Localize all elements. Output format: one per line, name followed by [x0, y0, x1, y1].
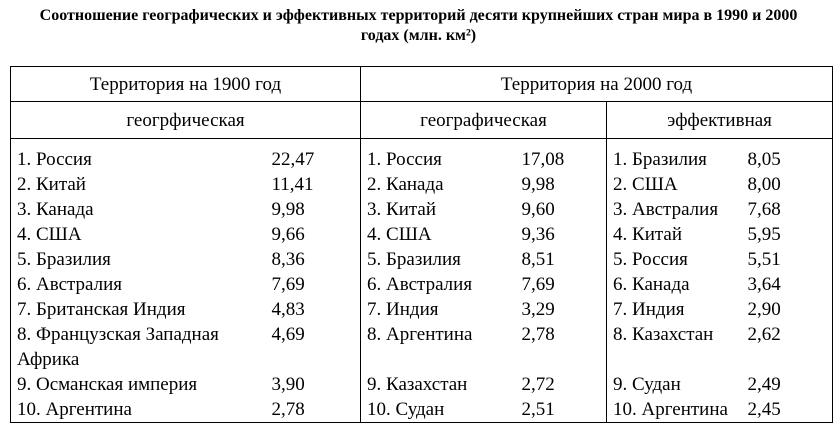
data-row: 2. Китай 11,41 2. Канада 9,98 2. США 8,00: [10, 172, 834, 197]
value-cell: 2,72: [515, 372, 608, 397]
country-cell: 3. Китай: [360, 197, 516, 222]
country-cell: 6. Австралия: [360, 272, 516, 297]
country-cell: 6. Канада: [606, 272, 742, 297]
subgroup-header: географическая: [360, 101, 608, 139]
value-cell: 3,29: [515, 297, 608, 322]
country-cell: 7. Индия: [606, 297, 742, 322]
country-cell: 1. Россия: [10, 138, 266, 172]
subgroup-header: геогрфическая: [9, 101, 362, 139]
value-cell: 8,36: [265, 247, 362, 272]
country-cell: 9. Судан: [606, 372, 742, 397]
value-cell: 7,68: [741, 197, 834, 222]
value-cell: 9,36: [515, 222, 608, 247]
value-cell: 2,62: [741, 322, 834, 372]
value-cell: 4,69: [265, 322, 362, 372]
value-cell: 8,00: [741, 172, 834, 197]
value-cell: 8,51: [515, 247, 608, 272]
value-cell: 9,98: [265, 197, 362, 222]
table-body: Территория на 1900 год Территория на 2000…: [9, 66, 834, 423]
value-cell: 7,69: [265, 272, 362, 297]
value-cell: 22,47: [265, 138, 362, 172]
title: Соотношение географических и эффективных…: [39, 7, 798, 44]
country-cell: 3. Австралия: [606, 197, 742, 222]
value-cell: 17,08: [515, 138, 608, 172]
subheader-row: геогрфическая географическая эффективная: [9, 101, 834, 139]
country-cell: 10. Аргентина: [606, 397, 742, 423]
value-cell: 5,51: [741, 247, 834, 272]
subgroup-header: эффективная: [606, 101, 834, 139]
country-cell: 5. Россия: [606, 247, 742, 272]
value-cell: 2,78: [265, 397, 362, 423]
country-cell: 4. США: [360, 222, 516, 247]
value-cell: 8,05: [741, 138, 834, 172]
value-cell: 2,51: [515, 397, 608, 423]
value-cell: 9,60: [515, 197, 608, 222]
country-cell: 10. Судан: [360, 397, 516, 423]
group-header: Территория на 1900 год: [9, 66, 362, 102]
country-cell: 9. Османская империя: [10, 372, 266, 397]
value-cell: 5,95: [741, 222, 834, 247]
country-cell: 1. Россия: [360, 138, 516, 172]
country-cell: 2. США: [606, 172, 742, 197]
value-cell: 11,41: [265, 172, 362, 197]
country-cell: 4. Китай: [606, 222, 742, 247]
country-cell: 6. Австралия: [10, 272, 266, 297]
value-cell: 3,90: [265, 372, 362, 397]
data-row: 6. Австралия 7,69 6. Австралия 7,69 6. Канад…: [10, 272, 834, 297]
value-cell: 2,90: [741, 297, 834, 322]
value-cell: 7,69: [515, 272, 608, 297]
data-row: 5. Бразилия 8,36 5. Бразилия 8,51 5. Россия 5…: [10, 247, 834, 272]
header-row: Территория на 1900 год Территория на 2000…: [9, 66, 834, 102]
country-cell: 3. Канада: [10, 197, 266, 222]
country-cell: 4. США: [10, 222, 266, 247]
data-row: 7. Британская Индия 4,83 7. Индия 3,29 7. Ин…: [10, 297, 834, 322]
value-cell: 9,66: [265, 222, 362, 247]
country-cell: 2. Канада: [360, 172, 516, 197]
group-header: Территория на 2000 год: [360, 66, 834, 102]
data-row: 4. США 9,66 4. США 9,36 4. Китай 5,95: [10, 222, 834, 247]
table: Территория на 1900 год Территория на 2000…: [9, 66, 834, 423]
value-cell: 4,83: [265, 297, 362, 322]
country-cell: 9. Казахстан: [360, 372, 516, 397]
data-row: 3. Канада 9,98 3. Китай 9,60 3. Австралия 7,6…: [10, 197, 834, 222]
country-cell: 7. Индия: [360, 297, 516, 322]
country-cell: 2. Китай: [10, 172, 266, 197]
data-row: 9. Османская империя 3,90 9. Казахстан 2,72…: [10, 372, 834, 397]
country-cell: 1. Бразилия: [606, 138, 742, 172]
value-cell: 2,78: [515, 322, 608, 372]
data-row: 8. Французская Западная Африка 4,69 8. Арг…: [10, 322, 834, 372]
data-row: 1. Россия 22,47 1. Россия 17,08 1. Бразилия 8…: [10, 138, 834, 172]
country-cell: 8. Казахстан: [606, 322, 742, 372]
country-cell: 8. Французская Западная Африка: [10, 322, 266, 372]
country-cell: 5. Бразилия: [360, 247, 516, 272]
country-cell: 7. Британская Индия: [10, 297, 266, 322]
data-row: 10. Аргентина 2,78 10. Судан 2,51 10. Аргент…: [10, 397, 834, 423]
title-box: Соотношение географических и эффективных…: [0, 6, 837, 46]
country-cell: 10. Аргентина: [10, 397, 266, 423]
value-cell: 9,98: [515, 172, 608, 197]
country-cell: 8. Аргентина: [360, 322, 516, 372]
value-cell: 3,64: [741, 272, 834, 297]
value-cell: 2,49: [741, 372, 834, 397]
country-cell: 5. Бразилия: [10, 247, 266, 272]
value-cell: 2,45: [741, 397, 834, 423]
